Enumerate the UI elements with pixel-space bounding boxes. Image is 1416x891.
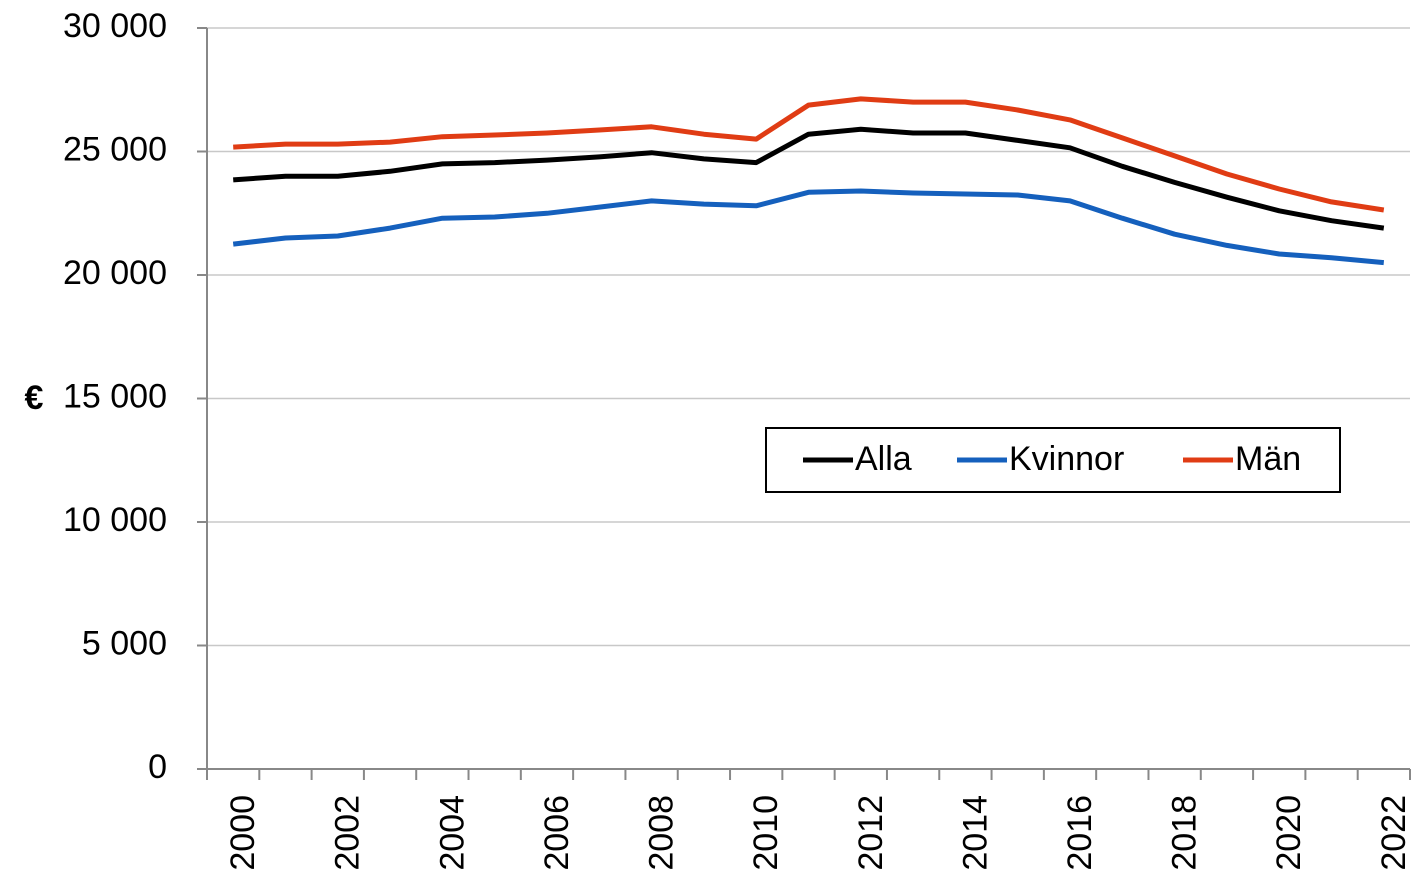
x-tick-label: 2006: [538, 795, 576, 871]
series-line: [232, 188, 1385, 266]
y-tick-label: 0: [148, 748, 167, 786]
x-tick-label: 2018: [1166, 795, 1204, 871]
y-tick-label: 10 000: [63, 501, 167, 539]
x-tick-label: 2016: [1061, 795, 1099, 871]
legend-label: Kvinnor: [1009, 440, 1124, 478]
legend-label: Alla: [855, 440, 912, 478]
x-tick-label: 2020: [1270, 795, 1308, 871]
x-tick-label: 2014: [956, 795, 994, 871]
y-tick-label: 5 000: [82, 624, 167, 662]
y-tick-label: 15 000: [63, 377, 167, 415]
x-tick-label: 2012: [852, 795, 890, 871]
series-line: [233, 96, 1385, 213]
y-tick-label: 25 000: [63, 130, 167, 168]
y-axis-label: €: [25, 379, 44, 417]
y-tick-label: 30 000: [63, 7, 167, 45]
x-tick-label: 2000: [224, 795, 262, 871]
legend-label: Män: [1235, 440, 1301, 478]
series-line: [233, 126, 1385, 231]
legend-box: [765, 427, 1341, 493]
x-tick-label: 2010: [747, 795, 785, 871]
x-tick-label: 2004: [433, 795, 471, 871]
x-tick-label: 2008: [643, 795, 681, 871]
x-tick-label: 2002: [329, 795, 367, 871]
x-tick-label: 2022: [1375, 795, 1413, 871]
y-tick-label: 20 000: [63, 254, 167, 292]
